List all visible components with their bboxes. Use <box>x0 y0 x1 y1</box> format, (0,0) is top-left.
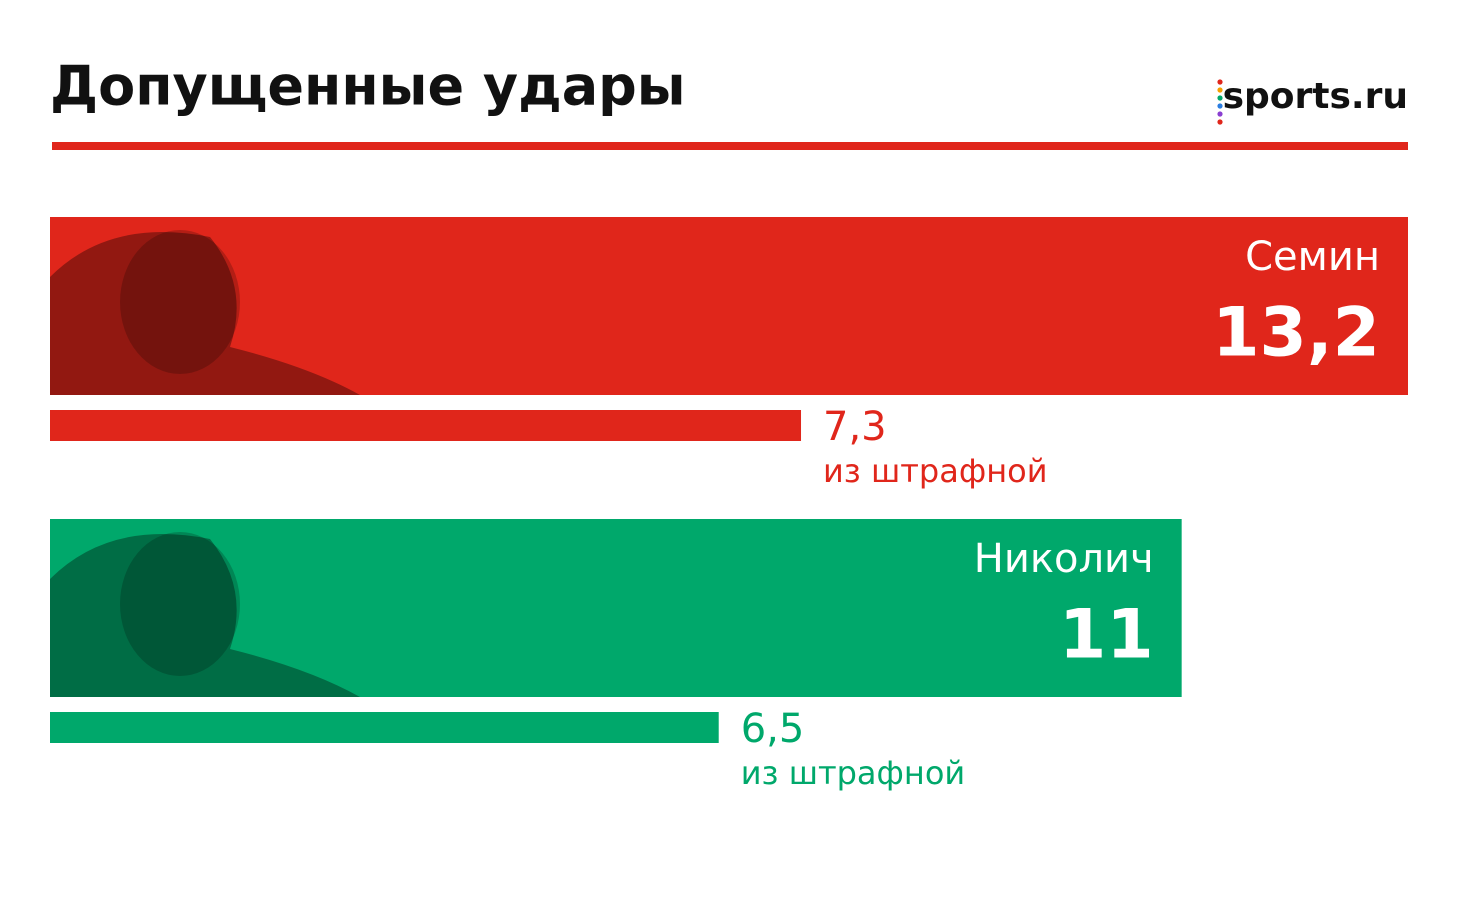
logo-dots <box>1217 79 1223 125</box>
chart-title: Допущенные удары <box>50 55 686 118</box>
sub-value-label: 7,3 <box>823 404 887 450</box>
value-label: 11 <box>1059 596 1154 675</box>
sub-series-label: из штрафной <box>823 452 1047 490</box>
sub-bar <box>50 410 802 441</box>
title-rule <box>52 142 1408 150</box>
sub-value-label: 6,5 <box>741 706 805 752</box>
bar <box>50 217 1408 395</box>
category-label: Николич <box>974 536 1154 582</box>
portrait <box>50 232 360 395</box>
sub-series-label: из штрафной <box>741 754 965 792</box>
category-label: Семин <box>1245 234 1380 280</box>
bar <box>50 519 1182 697</box>
logo: sports.ru <box>1223 76 1408 117</box>
value-label: 13,2 <box>1212 294 1380 373</box>
portrait-face <box>120 532 240 676</box>
portrait <box>50 534 360 697</box>
sub-bar <box>50 712 719 743</box>
portrait-face <box>120 230 240 374</box>
